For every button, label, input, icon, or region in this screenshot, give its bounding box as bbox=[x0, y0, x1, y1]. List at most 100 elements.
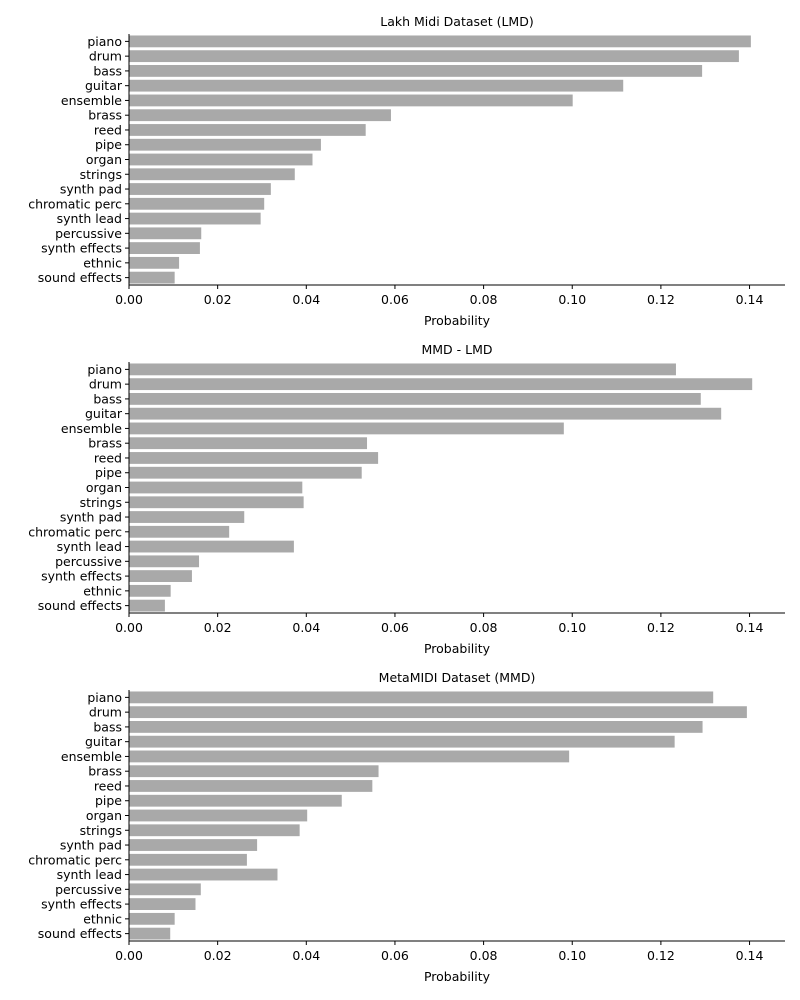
chart-title: MMD - LMD bbox=[421, 342, 492, 357]
y-tick-label: guitar bbox=[85, 734, 123, 749]
bar-reed bbox=[129, 780, 373, 792]
x-tick-label: 0.10 bbox=[558, 948, 586, 963]
chart-panel-2: MMD - LMD pianodrumbassguitarensemblebras… bbox=[28, 342, 785, 656]
y-tick-label: ensemble bbox=[61, 421, 122, 436]
x-tick-label: 0.06 bbox=[381, 292, 409, 307]
bar-synth-effects bbox=[129, 570, 192, 582]
bar-percussive bbox=[129, 227, 202, 240]
y-tick-label: strings bbox=[80, 495, 122, 510]
y-tick-label: bass bbox=[93, 719, 122, 734]
y-tick-label: ensemble bbox=[61, 749, 122, 764]
x-tick-label: 0.04 bbox=[292, 292, 320, 307]
x-tick-label: 0.08 bbox=[470, 620, 498, 635]
bar-drum bbox=[129, 706, 747, 719]
x-axis-label: Probability bbox=[424, 313, 491, 328]
y-tick-label: sound effects bbox=[38, 598, 122, 613]
y-tick-label: synth effects bbox=[41, 241, 122, 256]
x-tick-label: 0.02 bbox=[204, 620, 232, 635]
chart-title: MetaMIDI Dataset (MMD) bbox=[379, 670, 536, 685]
bar-ethnic bbox=[129, 256, 180, 269]
bar-chromatic-perc bbox=[129, 525, 230, 538]
y-tick-label: bass bbox=[93, 391, 122, 406]
x-tick-label: 0.14 bbox=[736, 620, 764, 635]
x-tick-label: 0.08 bbox=[470, 292, 498, 307]
bar-drum bbox=[129, 378, 753, 391]
bar-percussive bbox=[129, 883, 201, 896]
y-tick-label: sound effects bbox=[38, 270, 122, 285]
y-tick-label: strings bbox=[80, 167, 122, 182]
bar-organ bbox=[129, 153, 313, 166]
y-tick-label: guitar bbox=[85, 406, 123, 421]
bar-synth-effects bbox=[129, 242, 200, 254]
x-tick-label: 0.10 bbox=[558, 620, 586, 635]
bar-guitar bbox=[129, 79, 624, 92]
bar-pipe bbox=[129, 466, 362, 479]
y-tick-label: piano bbox=[87, 362, 122, 377]
bar-bass bbox=[129, 393, 701, 405]
x-tick-label: 0.02 bbox=[204, 292, 232, 307]
x-tick-label: 0.02 bbox=[204, 948, 232, 963]
y-tick-label: pipe bbox=[95, 793, 122, 808]
x-tick-label: 0.10 bbox=[558, 292, 586, 307]
bar-synth-effects bbox=[129, 898, 196, 910]
y-tick-label: synth effects bbox=[41, 569, 122, 584]
y-tick-label: organ bbox=[86, 808, 122, 823]
x-tick-label: 0.12 bbox=[647, 620, 675, 635]
y-tick-label: strings bbox=[80, 823, 122, 838]
bar-sound-effects bbox=[129, 271, 175, 284]
y-tick-label: organ bbox=[86, 480, 122, 495]
bar-sound-effects bbox=[129, 599, 165, 612]
y-tick-label: ethnic bbox=[83, 255, 122, 270]
y-tick-label: chromatic perc bbox=[28, 524, 122, 539]
bar-synth-lead bbox=[129, 540, 294, 553]
y-tick-label: percussive bbox=[55, 226, 122, 241]
x-tick-label: 0.12 bbox=[647, 948, 675, 963]
bar-ensemble bbox=[129, 94, 573, 107]
bar-brass bbox=[129, 109, 391, 122]
y-tick-label: brass bbox=[88, 436, 122, 451]
y-tick-label: chromatic perc bbox=[28, 196, 122, 211]
y-tick-label: guitar bbox=[85, 78, 123, 93]
x-tick-label: 0.06 bbox=[381, 948, 409, 963]
bar-strings bbox=[129, 824, 300, 837]
bar-strings bbox=[129, 496, 304, 509]
bar-pipe bbox=[129, 794, 342, 807]
y-tick-label: synth lead bbox=[57, 867, 122, 882]
bar-synth-pad bbox=[129, 511, 245, 523]
x-axis-label: Probability bbox=[424, 969, 491, 984]
x-tick-label: 0.00 bbox=[115, 292, 143, 307]
y-tick-label: synth effects bbox=[41, 897, 122, 912]
y-tick-label: synth lead bbox=[57, 539, 122, 554]
bar-ensemble bbox=[129, 422, 564, 435]
bar-ethnic bbox=[129, 584, 171, 597]
y-tick-label: drum bbox=[89, 49, 122, 64]
bar-piano bbox=[129, 363, 676, 376]
bar-reed bbox=[129, 124, 366, 136]
bar-synth-pad bbox=[129, 183, 271, 195]
chart-panel-1: Lakh Midi Dataset (LMD) pianodrumbassguit… bbox=[28, 14, 785, 328]
y-tick-label: ethnic bbox=[83, 911, 122, 926]
y-tick-label: reed bbox=[94, 122, 122, 137]
x-tick-label: 0.00 bbox=[115, 620, 143, 635]
x-tick-label: 0.04 bbox=[292, 948, 320, 963]
bar-piano bbox=[129, 691, 714, 704]
y-tick-label: brass bbox=[88, 764, 122, 779]
bar-piano bbox=[129, 35, 751, 48]
y-tick-label: chromatic perc bbox=[28, 852, 122, 867]
bar-drum bbox=[129, 50, 739, 63]
y-tick-label: percussive bbox=[55, 554, 122, 569]
y-tick-label: percussive bbox=[55, 882, 122, 897]
bar-reed bbox=[129, 452, 379, 464]
y-tick-label: drum bbox=[89, 705, 122, 720]
x-tick-label: 0.14 bbox=[736, 948, 764, 963]
y-tick-label: piano bbox=[87, 34, 122, 49]
bar-strings bbox=[129, 168, 295, 181]
y-tick-label: synth pad bbox=[60, 510, 122, 525]
bar-guitar bbox=[129, 735, 675, 748]
bar-brass bbox=[129, 437, 368, 450]
x-tick-label: 0.12 bbox=[647, 292, 675, 307]
bar-pipe bbox=[129, 138, 321, 151]
y-tick-label: reed bbox=[94, 450, 122, 465]
bar-synth-lead bbox=[129, 212, 261, 225]
